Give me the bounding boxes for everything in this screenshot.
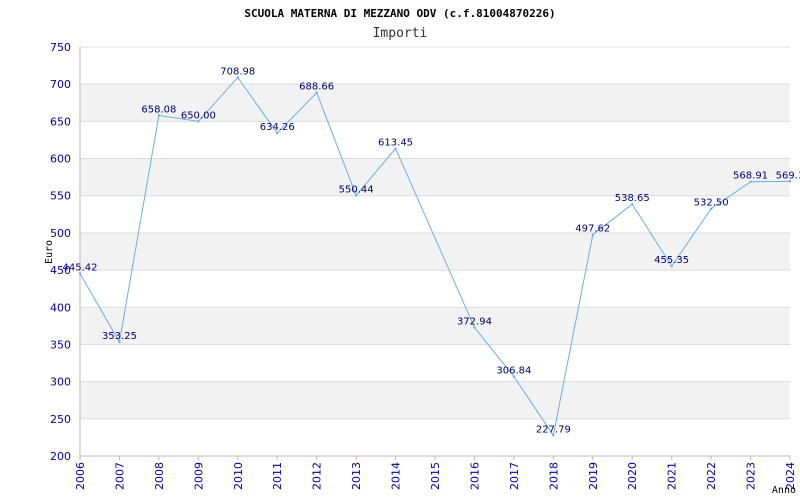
y-tick-label: 450 <box>50 264 71 277</box>
data-label: 497.62 <box>575 224 610 235</box>
x-tick-label: 2024 <box>784 462 797 490</box>
y-tick-label: 700 <box>50 78 71 91</box>
data-point <box>354 194 358 197</box>
data-label: 613.45 <box>378 138 413 149</box>
x-tick-label: 2021 <box>666 462 679 490</box>
x-tick-label: 2010 <box>232 462 245 490</box>
x-tick-label: 2013 <box>350 462 363 490</box>
data-point <box>749 180 752 183</box>
x-tick-label: 2023 <box>745 462 758 490</box>
data-point <box>591 233 594 236</box>
x-axis-label: Anno <box>772 485 796 496</box>
y-tick-label: 550 <box>50 190 71 203</box>
data-point <box>236 76 239 79</box>
x-tick-label: 2018 <box>547 462 560 490</box>
data-label: 688.66 <box>299 82 334 93</box>
data-point <box>394 147 397 150</box>
y-tick-label: 500 <box>50 227 71 240</box>
y-tick-label: 350 <box>50 338 71 351</box>
y-tick-label: 750 <box>50 41 71 54</box>
x-tick-label: 2016 <box>468 462 481 490</box>
grid-lines <box>80 46 790 420</box>
data-label: 569.3 <box>776 170 800 181</box>
x-tick-label: 2006 <box>74 462 87 490</box>
x-tick-label: 2022 <box>705 462 718 490</box>
data-label: 650.00 <box>181 110 216 121</box>
x-tick-label: 2009 <box>192 462 205 490</box>
y-tick-label: 400 <box>50 301 71 314</box>
data-point <box>276 131 279 135</box>
data-label: 445.42 <box>63 262 98 273</box>
data-label: 227.79 <box>536 424 571 435</box>
x-tick-label: 2008 <box>153 462 166 490</box>
y-tick-label: 600 <box>50 153 71 166</box>
grid-band <box>80 158 790 196</box>
data-label: 372.94 <box>457 316 492 327</box>
y-tick-label: 650 <box>50 115 71 128</box>
data-point <box>512 375 516 378</box>
chart-title: SCUOLA MATERNA DI MEZZANO ODV (c.f.81004… <box>244 7 555 20</box>
data-label: 455.35 <box>654 255 689 266</box>
data-point <box>788 180 792 183</box>
grid-band <box>80 307 790 345</box>
data-point <box>631 202 634 206</box>
data-point <box>315 91 318 94</box>
x-tick-label: 2020 <box>626 462 639 490</box>
y-tick-label: 250 <box>50 413 71 426</box>
grid-bands <box>80 84 790 419</box>
x-tick-label: 2007 <box>113 462 126 490</box>
data-label: 658.08 <box>141 104 176 115</box>
data-point <box>552 434 555 437</box>
data-label: 568.91 <box>733 171 768 182</box>
x-tick-label: 2019 <box>587 462 600 490</box>
series-path <box>79 76 791 437</box>
grid-band <box>80 381 790 419</box>
data-point <box>118 340 121 344</box>
x-tick-label: 2012 <box>311 462 324 490</box>
y-tick-labels: 200 250 300 350 400 450 500 550 600 650 700 750 <box>50 41 71 463</box>
data-label: 353.25 <box>102 331 137 342</box>
grid-band <box>80 84 790 122</box>
data-point <box>473 326 476 329</box>
data-point <box>197 120 200 123</box>
data-point <box>78 272 82 275</box>
data-label: 634.26 <box>260 122 295 133</box>
data-point <box>157 114 161 117</box>
data-point <box>670 264 673 268</box>
y-axis-label: Euro <box>44 240 55 264</box>
data-label: 532.50 <box>694 198 729 209</box>
data-point <box>709 207 713 210</box>
data-label: 538.65 <box>615 193 650 204</box>
x-tick-label: 2014 <box>390 462 403 490</box>
x-tick-label: 2017 <box>508 462 521 490</box>
data-labels: 445.42 353.25 658.08 650.00 708.98 634.26 688.… <box>63 67 800 436</box>
x-tick-label: 2011 <box>271 462 284 490</box>
x-tick-label: 2015 <box>429 462 442 490</box>
data-label: 550.44 <box>339 184 374 195</box>
data-label: 306.84 <box>496 366 531 377</box>
chart-subtitle: Importi <box>373 26 428 41</box>
y-tick-label: 300 <box>50 376 71 389</box>
series-line <box>78 76 792 437</box>
x-tick-labels: 2006 2007 2008 2009 2010 2011 2012 2013 2014 2015… <box>74 456 797 490</box>
data-label: 708.98 <box>220 67 255 78</box>
y-tick-label: 200 <box>50 450 71 463</box>
